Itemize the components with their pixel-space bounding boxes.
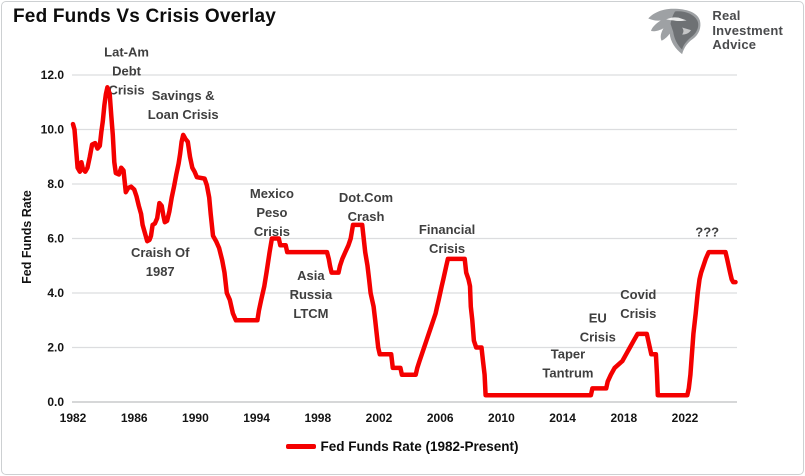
legend: Fed Funds Rate (1982-Present) — [0, 439, 805, 454]
y-tick-label: 10.0 — [41, 123, 65, 137]
chart-title: Fed Funds Vs Crisis Overlay — [13, 6, 277, 27]
crisis-annotation: Financial Crisis — [419, 222, 475, 256]
crisis-annotation: Taper Tantrum — [542, 347, 593, 381]
y-tick-label: 2.0 — [47, 341, 64, 355]
x-tick-label: 1986 — [121, 411, 148, 425]
x-tick-label: 2006 — [427, 411, 454, 425]
crisis-annotation: Lat-Am Debt Crisis — [104, 44, 149, 97]
x-tick-label: 1990 — [182, 411, 209, 425]
crisis-annotation: Craish Of 1987 — [131, 245, 190, 279]
logo-line-1: Real — [712, 8, 741, 24]
x-tick-label: 2022 — [672, 411, 699, 425]
crisis-annotation: Asia Russia LTCM — [290, 268, 333, 321]
x-tick-label: 2014 — [549, 411, 576, 425]
y-tick-label: 0.0 — [47, 395, 64, 409]
x-tick-label: 1998 — [304, 411, 331, 425]
legend-line-swatch — [286, 444, 317, 449]
x-tick-label: 2002 — [366, 411, 393, 425]
logo-line-3: Advice — [712, 37, 757, 53]
x-tick-label: 2010 — [488, 411, 515, 425]
y-tick-label: 8.0 — [47, 177, 64, 191]
x-tick-label: 1982 — [60, 411, 87, 425]
y-tick-label: 4.0 — [47, 286, 64, 300]
y-tick-label: 12.0 — [41, 68, 65, 82]
ria-logo-text: Real Investment Advice — [712, 9, 783, 53]
x-tick-label: 1994 — [243, 411, 270, 425]
crisis-annotation: ??? — [695, 224, 719, 239]
crisis-annotation: Mexico Peso Crisis — [250, 186, 294, 239]
crisis-annotation: Savings & Loan Crisis — [148, 88, 219, 122]
y-tick-label: 6.0 — [47, 232, 64, 246]
logo-line-2: Investment — [712, 22, 783, 38]
crisis-annotation: Dot.Com Crash — [339, 190, 393, 224]
ria-logo: Real Investment Advice — [646, 7, 783, 55]
crisis-annotation: EU Crisis — [580, 311, 616, 345]
fed-funds-rate-line — [70, 85, 738, 398]
crisis-annotation: Covid Crisis — [620, 287, 656, 321]
eagle-icon — [648, 8, 701, 55]
legend-label: Fed Funds Rate (1982-Present) — [320, 439, 519, 454]
x-tick-label: 2018 — [610, 411, 637, 425]
